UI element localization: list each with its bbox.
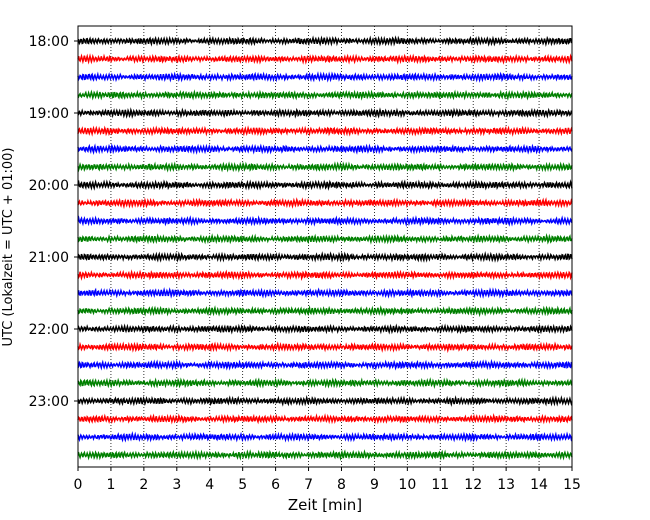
trace-1900 xyxy=(77,107,573,120)
x-axis-label: Zeit [min] xyxy=(288,496,362,514)
x-tick-label: 6 xyxy=(271,477,280,493)
x-tick-label: 14 xyxy=(530,477,548,493)
x-tick-label: 5 xyxy=(238,477,247,493)
trace-2130 xyxy=(77,287,573,299)
trace-1815 xyxy=(77,53,573,65)
x-tick-label: 7 xyxy=(304,477,313,493)
y-tick-label: 21:00 xyxy=(29,250,69,266)
trace-2015 xyxy=(77,197,573,210)
x-tick-label: 4 xyxy=(205,477,214,493)
trace-2215 xyxy=(77,341,573,354)
trace-1830 xyxy=(77,71,573,83)
trace-2330 xyxy=(77,430,573,443)
x-tick-label: 8 xyxy=(337,477,346,493)
x-tick-label: 1 xyxy=(106,477,115,493)
plot-frame xyxy=(77,25,573,468)
x-tick-label: 13 xyxy=(497,477,515,493)
trace-2115 xyxy=(77,269,573,281)
trace-2245 xyxy=(77,377,573,390)
trace-2315 xyxy=(77,413,573,425)
y-axis-label: UTC (Lokalzeit = UTC + 01:00) xyxy=(1,148,16,347)
x-tick-label: 12 xyxy=(464,477,482,493)
y-tick-label: 18:00 xyxy=(29,34,69,50)
x-tick-label: 9 xyxy=(370,477,379,493)
x-tick-label: 11 xyxy=(431,477,449,493)
x-axis-ticks: 0 1 2 3 4 5 6 7 8 9 10 11 12 13 14 15 xyxy=(74,467,581,493)
trace-1915 xyxy=(77,125,573,137)
trace-1930 xyxy=(77,143,573,156)
trace-2300 xyxy=(77,394,573,407)
y-tick-label: 19:00 xyxy=(29,106,69,122)
x-tick-label: 3 xyxy=(172,477,181,493)
trace-2145 xyxy=(77,305,573,318)
seismic-traces xyxy=(77,35,573,461)
trace-2200 xyxy=(77,323,573,335)
trace-2030 xyxy=(77,215,573,228)
x-tick-label: 15 xyxy=(563,477,581,493)
trace-2000 xyxy=(77,179,573,191)
trace-1845 xyxy=(77,89,573,101)
y-tick-label: 23:00 xyxy=(29,394,69,410)
x-tick-label: 0 xyxy=(74,477,83,493)
trace-2100 xyxy=(77,251,573,263)
trace-2045 xyxy=(77,233,573,245)
x-tick-label: 2 xyxy=(139,477,148,493)
trace-2230 xyxy=(77,358,573,371)
trace-2345 xyxy=(77,449,573,461)
trace-1945 xyxy=(77,161,573,173)
y-axis-ticks: 18:00 19:00 20:00 21:00 22:00 23:00 xyxy=(29,34,78,410)
y-tick-label: 20:00 xyxy=(29,178,69,194)
trace-1800 xyxy=(77,35,573,48)
x-tick-label: 10 xyxy=(398,477,416,493)
y-tick-label: 22:00 xyxy=(29,322,69,338)
